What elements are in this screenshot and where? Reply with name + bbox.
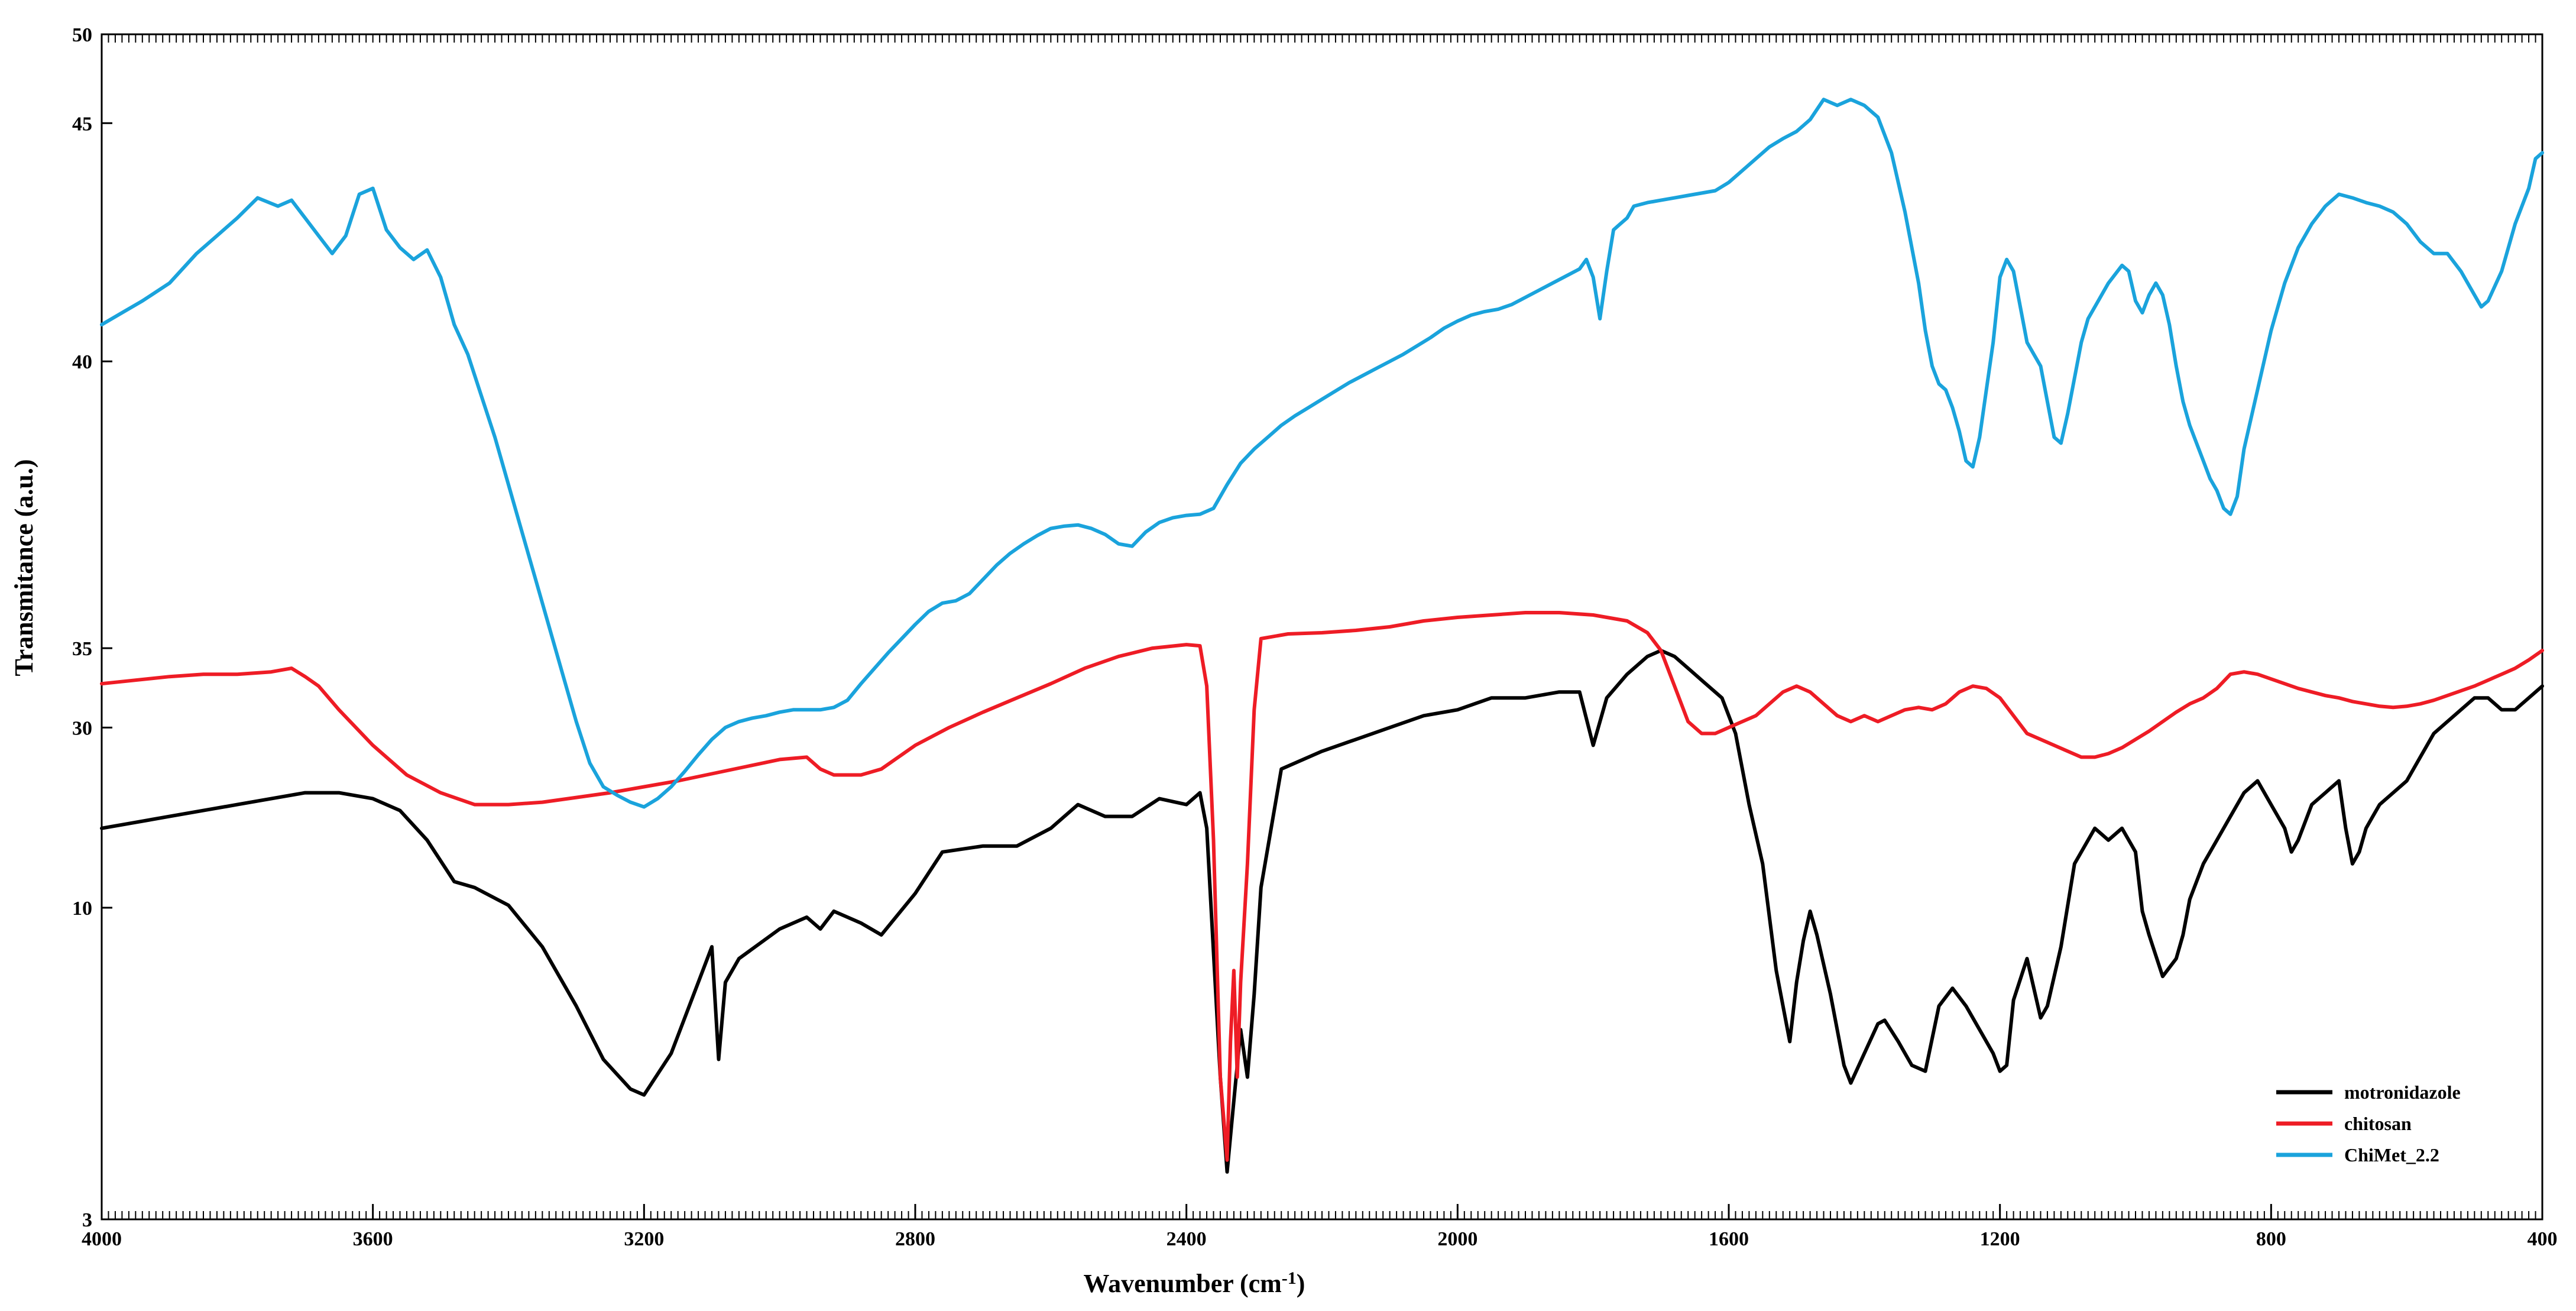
y-tick-label: 30 (72, 717, 92, 739)
series-line-chimet-2-2 (100, 98, 2544, 809)
x-tick-label: 1600 (1709, 1228, 1749, 1250)
x-tick-label: 800 (2256, 1228, 2286, 1250)
x-tick-label: 400 (2528, 1228, 2558, 1250)
series-line-motronidazole (100, 649, 2544, 1174)
x-tick-label: 3200 (624, 1228, 664, 1250)
legend-label: ChiMet_2.2 (2344, 1144, 2439, 1166)
y-tick-label: 40 (72, 351, 92, 373)
legend-label: motronidazole (2344, 1082, 2461, 1103)
x-axis-title-superscript: -1 (1282, 1268, 1297, 1288)
x-tick-label: 4000 (82, 1228, 122, 1250)
y-tick-label: 35 (72, 638, 92, 660)
x-axis-title-main: Wavenumber (cm (1084, 1269, 1282, 1298)
x-tick-label: 2800 (895, 1228, 935, 1250)
y-tick-label: 3 (82, 1209, 92, 1231)
y-tick-label: 45 (72, 113, 92, 135)
x-axis-title: Wavenumber (cm-1) (1084, 1268, 1305, 1298)
x-tick-label: 1200 (1980, 1228, 2020, 1250)
legend: motronidazole chitosan ChiMet_2.2 (2276, 1082, 2461, 1166)
x-tick-label: 3600 (353, 1228, 393, 1250)
series-line-chitosan (100, 611, 2544, 1162)
y-tick-label: 10 (72, 898, 92, 920)
tick-labels: 4000 3600 3200 2800 2400 2000 1600 1200 800 400 50… (72, 24, 2558, 1250)
x-tick-label: 2000 (1437, 1228, 1477, 1250)
x-axis-title-close: ) (1297, 1269, 1305, 1298)
x-tick-label: 2400 (1167, 1228, 1207, 1250)
y-axis-title: Transmitance (a.u.) (9, 459, 38, 676)
series-lines (100, 98, 2544, 1174)
axes (101, 33, 2543, 1221)
y-tick-label: 50 (72, 24, 92, 46)
legend-label: chitosan (2344, 1113, 2412, 1134)
plot-frame (101, 33, 2543, 1221)
